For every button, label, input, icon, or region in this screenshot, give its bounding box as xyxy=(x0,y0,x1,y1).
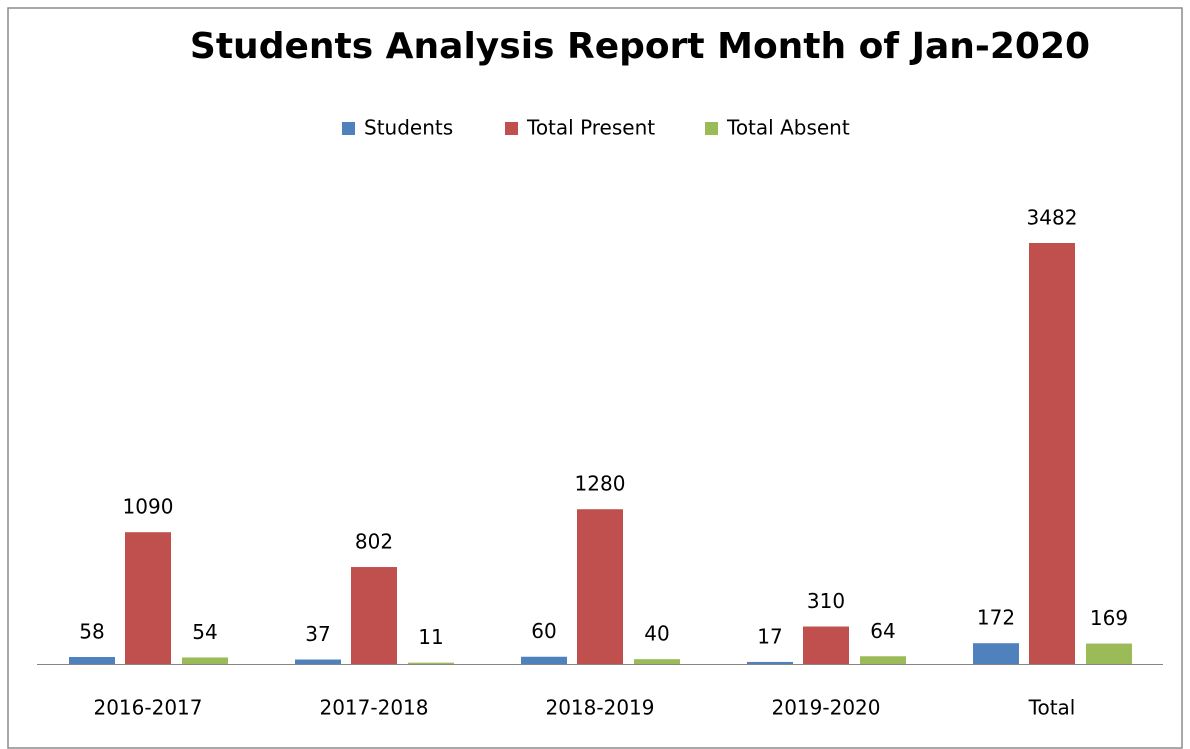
legend-swatch xyxy=(505,122,518,135)
bar xyxy=(634,659,680,664)
legend-swatch xyxy=(705,122,718,135)
x-tick-label: 2017-2018 xyxy=(319,696,428,720)
legend-label: Total Present xyxy=(526,116,655,140)
data-label: 169 xyxy=(1090,606,1128,630)
data-label: 17 xyxy=(757,624,782,648)
bar xyxy=(1029,243,1075,664)
legend-label: Students xyxy=(364,116,453,140)
data-label: 37 xyxy=(305,622,330,646)
data-label: 310 xyxy=(807,589,845,613)
bar xyxy=(408,662,454,664)
bar xyxy=(1086,643,1132,664)
x-tick-label: 2016-2017 xyxy=(93,696,202,720)
data-label: 1090 xyxy=(123,495,174,519)
legend-label: Total Absent xyxy=(726,116,850,140)
data-label: 1280 xyxy=(575,472,626,496)
x-tick-label: 2018-2019 xyxy=(545,696,654,720)
bar xyxy=(521,656,567,664)
x-tick-label: 2019-2020 xyxy=(771,696,880,720)
data-label: 802 xyxy=(355,530,393,554)
data-label: 60 xyxy=(531,619,556,643)
bar xyxy=(125,532,171,664)
bar xyxy=(351,567,397,664)
bar xyxy=(747,661,793,664)
x-tick-label: Total xyxy=(1028,696,1076,720)
data-label: 11 xyxy=(418,625,443,649)
data-label: 58 xyxy=(79,619,104,643)
bar xyxy=(577,509,623,664)
data-label: 54 xyxy=(192,620,217,644)
bar xyxy=(803,626,849,664)
bar xyxy=(295,659,341,664)
bar xyxy=(69,656,115,664)
data-label: 64 xyxy=(870,619,895,643)
legend-swatch xyxy=(342,122,355,135)
bar xyxy=(182,657,228,664)
chart-title: Students Analysis Report Month of Jan-20… xyxy=(190,26,1090,67)
data-label: 3482 xyxy=(1027,206,1078,230)
bar xyxy=(860,656,906,664)
data-label: 40 xyxy=(644,622,669,646)
bar xyxy=(973,643,1019,664)
data-label: 172 xyxy=(977,606,1015,630)
